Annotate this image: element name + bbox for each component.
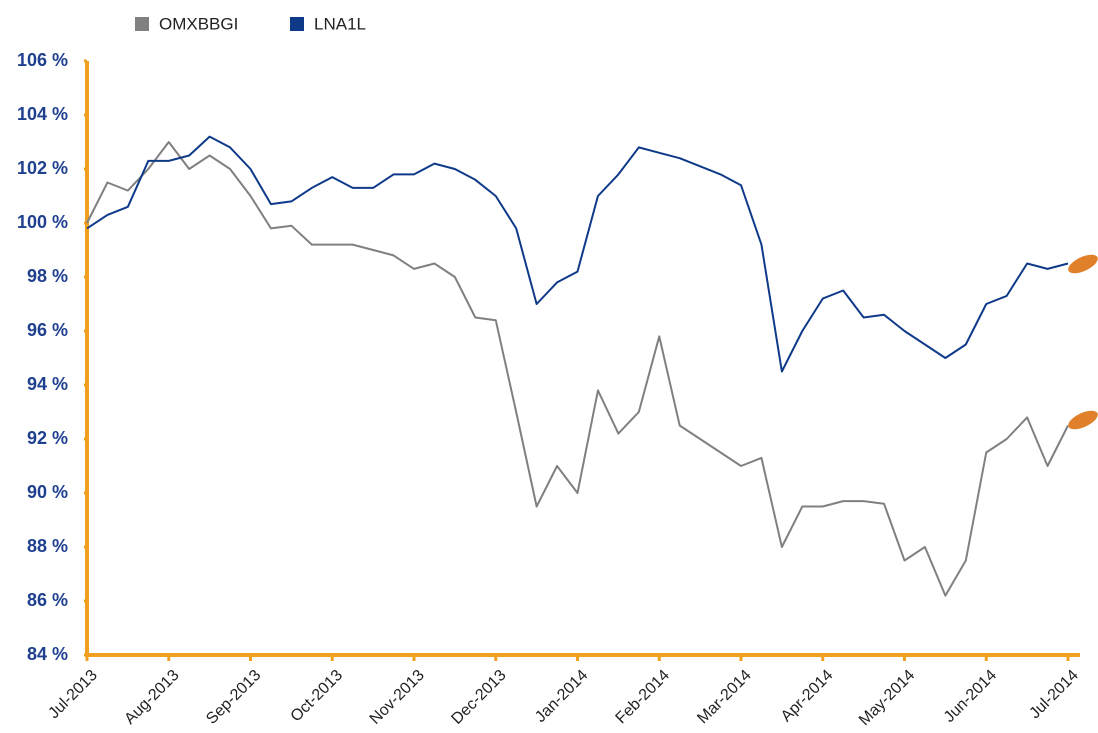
- x-tick-label: Aug-2013: [121, 667, 182, 728]
- end-marker: [1068, 254, 1098, 274]
- x-tick-label: Dec-2013: [448, 667, 509, 728]
- y-tick-label: 98 %: [27, 266, 68, 286]
- y-tick-label: 104 %: [17, 104, 68, 124]
- x-tick-label: Oct-2013: [288, 667, 347, 726]
- y-tick-label: 102 %: [17, 158, 68, 178]
- y-tick-label: 100 %: [17, 212, 68, 232]
- legend-swatch: [135, 17, 149, 31]
- x-tick-label: Apr-2014: [778, 667, 837, 726]
- x-tick-label: Sep-2013: [203, 667, 264, 728]
- x-tick-label: Jun-2014: [941, 667, 1000, 726]
- legend-label: LNA1L: [314, 14, 366, 33]
- legend-label: OMXBBGI: [159, 14, 238, 33]
- x-tick-label: Jan-2014: [532, 667, 591, 726]
- y-tick-label: 106 %: [17, 50, 68, 70]
- legend-swatch: [290, 17, 304, 31]
- x-tick-label: Jul-2014: [1026, 667, 1082, 723]
- y-tick-label: 86 %: [27, 590, 68, 610]
- y-tick-label: 90 %: [27, 482, 68, 502]
- y-tick-label: 84 %: [27, 644, 68, 664]
- x-tick-label: May-2014: [856, 667, 918, 729]
- end-markers: [1068, 254, 1098, 430]
- x-tick-label: Feb-2014: [613, 667, 674, 728]
- y-tick-label: 94 %: [27, 374, 68, 394]
- series-line: [86, 141, 1069, 597]
- x-tick-label: Jul-2013: [45, 667, 101, 723]
- y-tick-label: 88 %: [27, 536, 68, 556]
- y-tick-label: 92 %: [27, 428, 68, 448]
- series-line: [86, 135, 1069, 373]
- y-tick-label: 96 %: [27, 320, 68, 340]
- x-tick-label: Mar-2014: [694, 667, 755, 728]
- x-tick-label: Nov-2013: [367, 667, 428, 728]
- end-marker: [1068, 410, 1098, 430]
